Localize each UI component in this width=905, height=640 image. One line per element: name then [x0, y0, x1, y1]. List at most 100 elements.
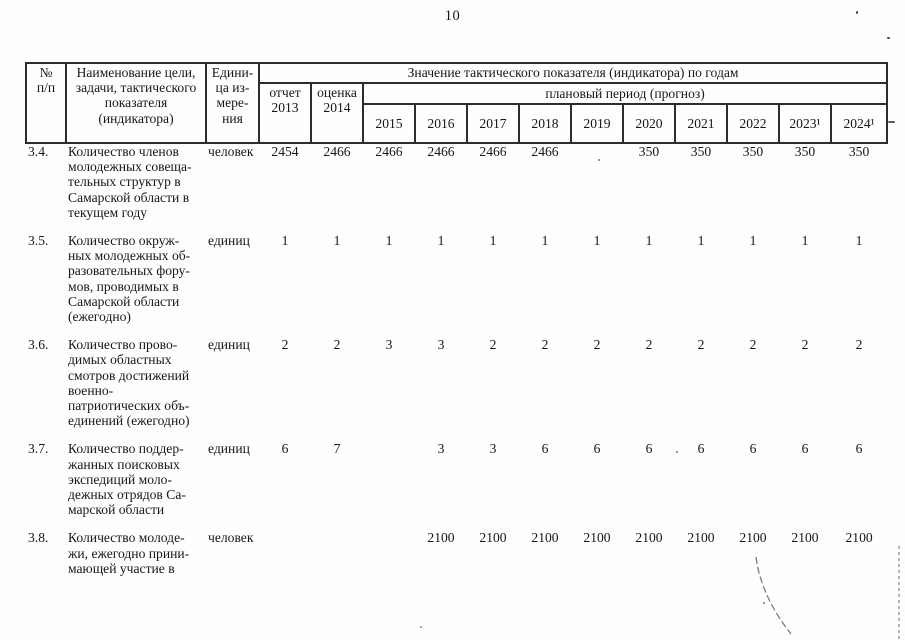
col-header-num: № п/п [25, 62, 67, 144]
value-cell: 3 [437, 337, 445, 353]
value-cell: 2 [593, 337, 601, 353]
value-cell [259, 530, 311, 589]
year-header: 2019 [570, 103, 624, 144]
value-cell: 2466 [323, 144, 351, 159]
value-cell: 1 [697, 233, 705, 249]
value-cell: 2100 [427, 530, 455, 546]
scan-dot [598, 159, 600, 161]
value-cell: 2 [697, 337, 705, 353]
year-header: 2024¹ [829, 103, 889, 144]
indicator-name: Количество окруж- ных молодежных об- раз… [68, 233, 191, 325]
value-cell: 350 [690, 144, 712, 159]
indicator-name: Количество молоде- жи, ежегодно прини- м… [68, 530, 190, 576]
value-cell: 6 [801, 441, 809, 457]
year-header: 2015 [362, 103, 416, 144]
value-cell: 6 [281, 441, 289, 457]
value-cell: 2100 [479, 530, 507, 546]
value-cell: 2466 [531, 144, 559, 159]
year-header: 2016 [414, 103, 468, 144]
scan-dash [888, 121, 895, 123]
table-row: 3.5. Количество окруж- ных молодежных об… [26, 233, 887, 337]
header-row-years: 2015 2016 2017 2018 2019 2020 2021 2022 … [26, 103, 889, 144]
value-cell: 2466 [479, 144, 507, 159]
scan-dot [856, 11, 858, 14]
value-cell: 1 [749, 233, 757, 249]
scan-dot [763, 602, 765, 604]
scan-dot [887, 37, 890, 39]
value-cell: 350 [742, 144, 764, 159]
page-number: 10 [444, 8, 461, 24]
value-cell [311, 530, 363, 589]
row-number: 3.5. [28, 233, 49, 249]
col-header-values-title: Значение тактического показателя (индика… [257, 62, 889, 84]
value-cell: 2 [855, 337, 863, 353]
value-cell: 1 [489, 233, 497, 249]
value-cell: 3 [437, 441, 445, 457]
value-cell: 1 [541, 233, 549, 249]
value-cell: 350 [638, 144, 660, 159]
value-cell: 2466 [427, 144, 455, 159]
value-cell: 6 [749, 441, 757, 457]
value-cell: 2 [489, 337, 497, 353]
col-header-unit: Едини- ца из- мере- ния [205, 62, 260, 144]
value-cell [363, 441, 415, 530]
header-row-2: отчет 2013 оценка 2014 плановый период (… [26, 82, 889, 144]
value-cell: 2100 [791, 530, 819, 546]
value-cell: 2100 [635, 530, 663, 546]
table-row: 3.6. Количество прово- димых областных с… [26, 337, 887, 441]
table-row: 3.4. Количество членов молодежных совеща… [26, 143, 887, 233]
value-cell: 7 [333, 441, 341, 457]
value-cell: 2 [333, 337, 341, 353]
scan-dot [420, 626, 422, 628]
unit-cell: единиц [208, 233, 250, 249]
value-cell: 1 [281, 233, 289, 249]
row-number: 3.4. [28, 144, 49, 159]
row-number: 3.7. [28, 441, 49, 457]
value-cell: 1 [333, 233, 341, 249]
table-row: 3.8. Количество молоде- жи, ежегодно при… [26, 530, 887, 589]
unit-cell: человек [208, 530, 254, 546]
value-cell: 3 [489, 441, 497, 457]
value-cell [571, 143, 623, 233]
year-header: 2018 [518, 103, 572, 144]
value-cell: 3 [385, 337, 393, 353]
row-number: 3.8. [28, 530, 49, 546]
value-cell: 6 [855, 441, 863, 457]
value-cell: 2 [541, 337, 549, 353]
value-cell: 2 [749, 337, 757, 353]
indicators-table: № п/п Наименование цели, задачи, тактиче… [25, 62, 889, 589]
year-header: 2017 [466, 103, 520, 144]
header-row-1: № п/п Наименование цели, задачи, тактиче… [25, 62, 889, 144]
value-cell [363, 530, 415, 589]
value-cell: 2 [801, 337, 809, 353]
value-cell: 6 [541, 441, 549, 457]
value-cell: 1 [385, 233, 393, 249]
value-cell: 2 [281, 337, 289, 353]
col-header-name: Наименование цели, задачи, тактического … [65, 62, 207, 144]
unit-cell: человек [208, 144, 254, 159]
col-header-estimate-2014: оценка 2014 [310, 82, 364, 144]
scan-dot [676, 451, 678, 453]
col-header-report-2013: отчет 2013 [258, 82, 312, 144]
value-cell: 2454 [271, 144, 299, 159]
indicator-name: Количество поддер- жанных поисковых эксп… [68, 441, 186, 518]
year-header: 2021 [674, 103, 728, 144]
indicator-name: Количество прово- димых областных смотро… [68, 337, 190, 429]
value-cell: 2466 [375, 144, 403, 159]
year-header: 2022 [726, 103, 780, 144]
value-cell: 1 [855, 233, 863, 249]
value-cell: 6 [593, 441, 601, 457]
value-cell: 6 [697, 441, 705, 457]
table-row: 3.7. Количество поддер- жанных поисковых… [26, 441, 887, 530]
row-number: 3.6. [28, 337, 49, 353]
value-cell: 2100 [845, 530, 873, 546]
unit-cell: единиц [208, 441, 250, 457]
value-cell: 350 [794, 144, 816, 159]
value-cell: 6 [645, 441, 653, 457]
value-cell: 2 [645, 337, 653, 353]
year-header: 2020 [622, 103, 676, 144]
unit-cell: единиц [208, 337, 250, 353]
value-cell: 1 [437, 233, 445, 249]
col-header-plan-period: плановый период (прогноз) [361, 82, 889, 105]
